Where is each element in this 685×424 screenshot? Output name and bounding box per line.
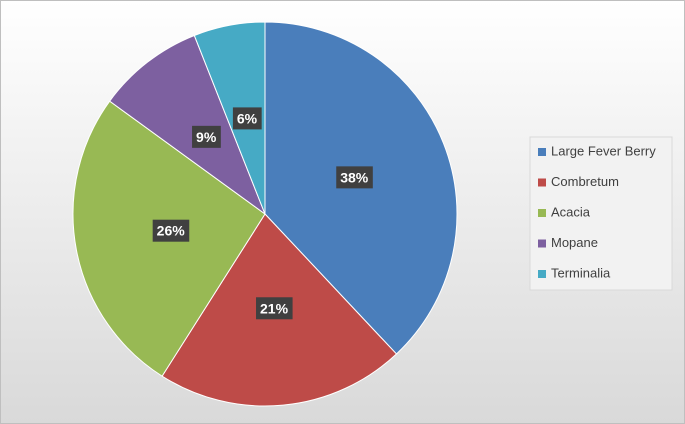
pie-slice	[193, 21, 266, 215]
legend-box	[529, 136, 673, 291]
data-label: 21%	[260, 300, 289, 316]
legend-swatch	[538, 239, 546, 248]
data-label-box	[152, 219, 190, 242]
legend-label: Mopane	[551, 235, 598, 250]
legend-label: Terminalia	[551, 265, 611, 280]
data-label-box	[336, 166, 373, 189]
legend-swatch	[538, 148, 546, 156]
data-label-box	[256, 297, 293, 320]
legend-label: Large Fever Berry	[551, 143, 656, 158]
legend-label: Combretum	[551, 174, 619, 189]
legend-swatch	[538, 178, 546, 187]
pie-slice	[108, 34, 267, 216]
data-label: 6%	[237, 110, 258, 126]
data-label: 26%	[157, 223, 186, 239]
legend-swatch	[538, 209, 546, 217]
data-label: 9%	[196, 129, 217, 145]
legend-label: Acacia	[551, 204, 591, 219]
data-label-box	[192, 125, 221, 148]
legend-swatch	[538, 270, 546, 278]
data-label: 38%	[340, 169, 369, 185]
data-label-box	[232, 107, 262, 130]
